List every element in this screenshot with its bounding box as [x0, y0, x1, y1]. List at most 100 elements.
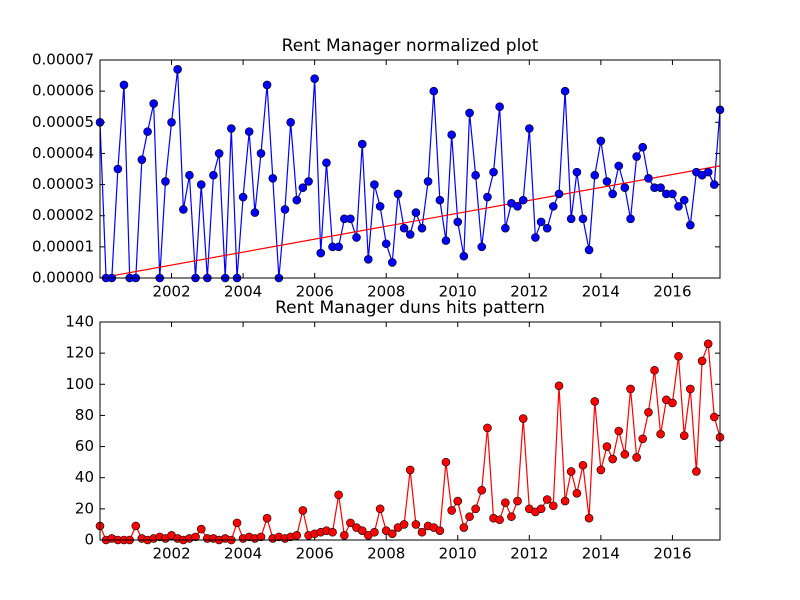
data-point	[399, 520, 409, 529]
data-point	[196, 524, 206, 534]
data-point	[650, 365, 659, 375]
data-point	[620, 450, 630, 459]
data-point	[435, 526, 445, 535]
data-point	[429, 86, 439, 96]
data-point	[525, 124, 534, 133]
y-tick-label: 80	[75, 406, 94, 424]
data-point	[256, 149, 266, 158]
data-point	[119, 80, 129, 90]
data-point	[686, 384, 695, 394]
data-point	[614, 426, 624, 436]
data-point	[638, 434, 648, 444]
x-tick-label: 2010	[439, 545, 477, 563]
data-point	[411, 520, 421, 529]
data-point	[674, 202, 683, 211]
data-point	[507, 512, 516, 521]
data-point	[578, 214, 588, 224]
data-point	[697, 356, 707, 366]
data-point	[226, 124, 236, 133]
y-tick-label: 120	[65, 344, 94, 362]
data-point	[668, 189, 677, 199]
data-point	[262, 80, 272, 90]
data-point	[459, 251, 469, 261]
data-point	[310, 74, 319, 83]
data-point	[453, 496, 463, 506]
x-tick-label: 2008	[367, 283, 405, 301]
data-point	[453, 217, 463, 227]
data-point	[196, 180, 206, 189]
data-point	[113, 164, 123, 174]
data-point	[596, 136, 606, 146]
data-point	[602, 177, 612, 186]
data-point	[411, 208, 421, 217]
chart-title: Rent Manager duns hits pattern	[275, 298, 545, 318]
data-point	[161, 177, 170, 186]
data-point	[590, 397, 600, 406]
data-point	[405, 230, 415, 239]
data-point	[167, 117, 176, 127]
data-point	[578, 460, 588, 470]
data-point	[548, 202, 558, 211]
data-point	[459, 523, 469, 532]
data-point	[381, 239, 391, 249]
data-point	[542, 223, 552, 233]
data-point	[471, 504, 480, 514]
data-point	[703, 339, 713, 349]
data-point	[626, 384, 635, 394]
data-point	[471, 170, 480, 180]
data-line	[99, 343, 721, 541]
data-point	[554, 381, 564, 391]
data-point	[244, 127, 254, 136]
data-point	[334, 490, 343, 500]
data-point	[709, 412, 719, 422]
data-point	[435, 195, 445, 205]
y-tick-label: 0.00000	[32, 269, 94, 287]
y-tick-label: 0.00003	[32, 175, 94, 193]
data-point	[477, 485, 487, 495]
y-tick-label: 0.00006	[32, 82, 94, 100]
data-point	[185, 170, 194, 180]
data-point	[393, 189, 403, 199]
data-point	[656, 183, 665, 192]
data-point	[447, 130, 456, 140]
data-point	[572, 488, 582, 498]
data-point	[256, 532, 266, 542]
x-tick-label: 2002	[152, 545, 190, 563]
x-tick-label: 2012	[510, 283, 548, 301]
data-point	[399, 223, 409, 233]
data-point	[536, 217, 546, 227]
data-point	[357, 139, 367, 149]
data-point	[536, 504, 546, 514]
data-point	[423, 177, 433, 186]
data-point	[518, 414, 528, 423]
data-point	[322, 158, 331, 168]
data-point	[465, 108, 474, 118]
data-point	[692, 467, 701, 476]
x-tick-label: 2006	[296, 545, 334, 563]
data-point	[298, 506, 308, 515]
x-tick-label: 2002	[152, 283, 190, 301]
data-point	[518, 195, 528, 205]
data-point	[149, 99, 158, 108]
data-point	[674, 351, 683, 361]
data-point	[489, 167, 498, 177]
data-point	[387, 258, 397, 267]
data-point	[709, 180, 719, 189]
data-point	[596, 465, 606, 475]
data-point	[441, 457, 451, 467]
y-tick-label: 0.00002	[32, 206, 94, 224]
data-point	[357, 526, 367, 535]
y-tick-label: 20	[75, 499, 94, 517]
data-point	[232, 518, 242, 528]
y-tick-label: 0	[84, 531, 94, 549]
x-tick-label: 2014	[582, 545, 620, 563]
data-point	[632, 453, 641, 462]
data-point	[495, 102, 504, 112]
data-point	[304, 177, 313, 186]
data-point	[501, 223, 510, 233]
x-tick-label: 2016	[653, 283, 691, 301]
x-tick-label: 2004	[224, 283, 262, 301]
data-point	[590, 170, 600, 180]
data-point	[250, 208, 260, 217]
data-point	[584, 513, 594, 523]
